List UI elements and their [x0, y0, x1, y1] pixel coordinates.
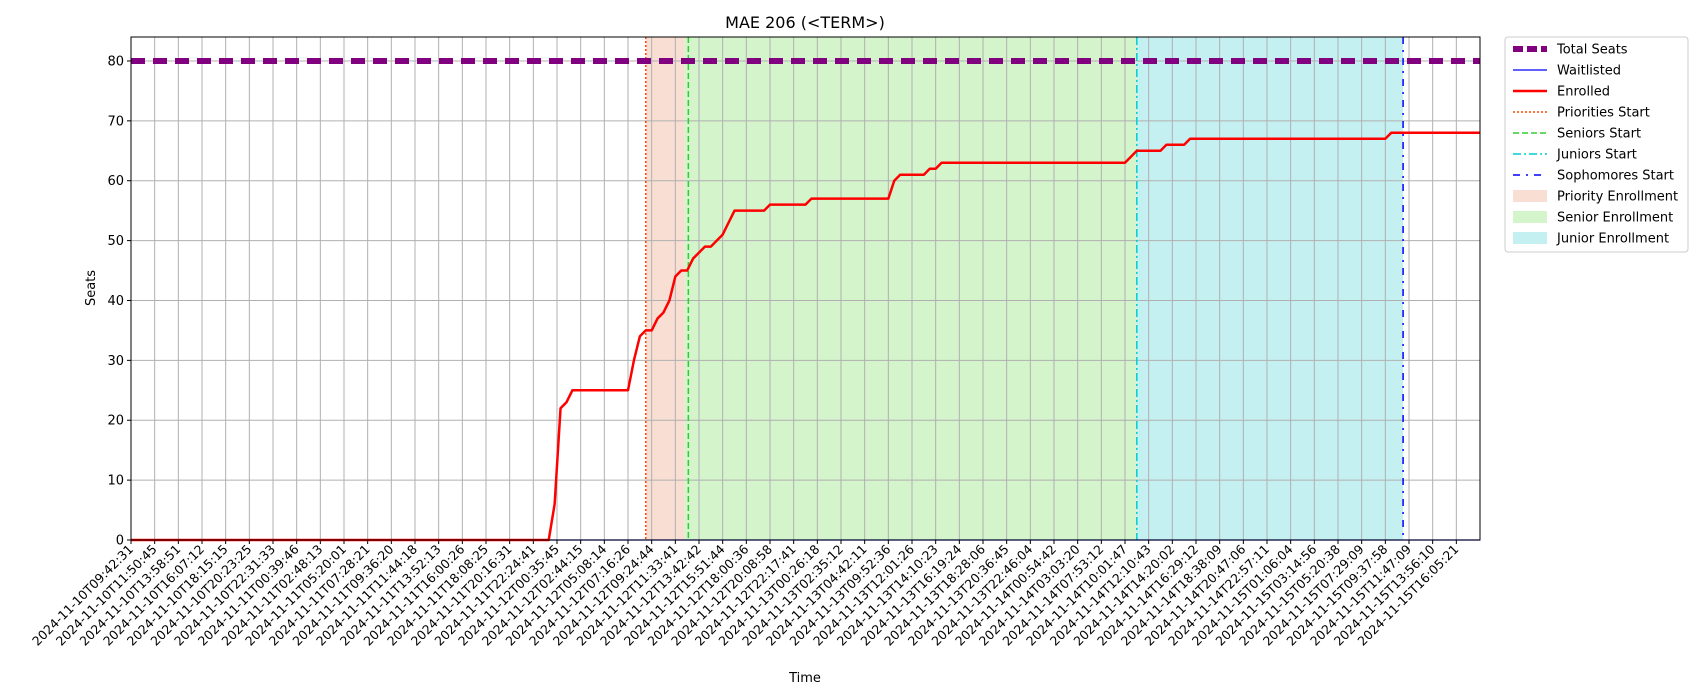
y-tick-label: 80: [107, 54, 124, 69]
axes-frame: [130, 36, 1481, 541]
y-tick-label: 30: [107, 354, 124, 369]
legend-label: Seniors Start: [1557, 127, 1641, 142]
legend-label: Sophomores Start: [1557, 169, 1674, 184]
legend-label: Juniors Start: [1556, 148, 1637, 163]
legend-label: Senior Enrollment: [1557, 211, 1673, 226]
y-tick-label: 70: [107, 114, 124, 129]
y-axis-label: Seats: [84, 270, 99, 306]
span-1: [684, 37, 1137, 540]
y-tick-label: 10: [107, 474, 124, 489]
y-tick-label: 0: [116, 534, 124, 549]
legend-label: Enrolled: [1557, 85, 1610, 100]
legend-label: Priorities Start: [1557, 106, 1650, 121]
legend-swatch: [1513, 190, 1547, 202]
y-tick-label: 60: [107, 174, 124, 189]
chart-title: MAE 206 (<TERM>): [725, 13, 885, 32]
legend-label: Junior Enrollment: [1556, 232, 1669, 247]
plot-area: 010203040506070802024-11-10T09:42:312024…: [29, 36, 1481, 649]
legend-swatch: [1513, 232, 1547, 244]
legend: Total Seats Waitlisted Enrolled Priorities …: [1504, 36, 1689, 253]
legend-label: Waitlisted: [1557, 64, 1621, 79]
legend-label: Priority Enrollment: [1557, 190, 1678, 205]
y-tick-label: 20: [107, 414, 124, 429]
x-axis-label: Time: [788, 671, 821, 686]
span-2: [1136, 37, 1404, 540]
series-line-2: [131, 131, 1480, 542]
legend-swatch: [1513, 211, 1547, 223]
y-tick-label: 40: [107, 294, 124, 309]
y-tick-label: 50: [107, 234, 124, 249]
legend-label: Total Seats: [1556, 43, 1628, 58]
legend-box: [1504, 36, 1689, 253]
